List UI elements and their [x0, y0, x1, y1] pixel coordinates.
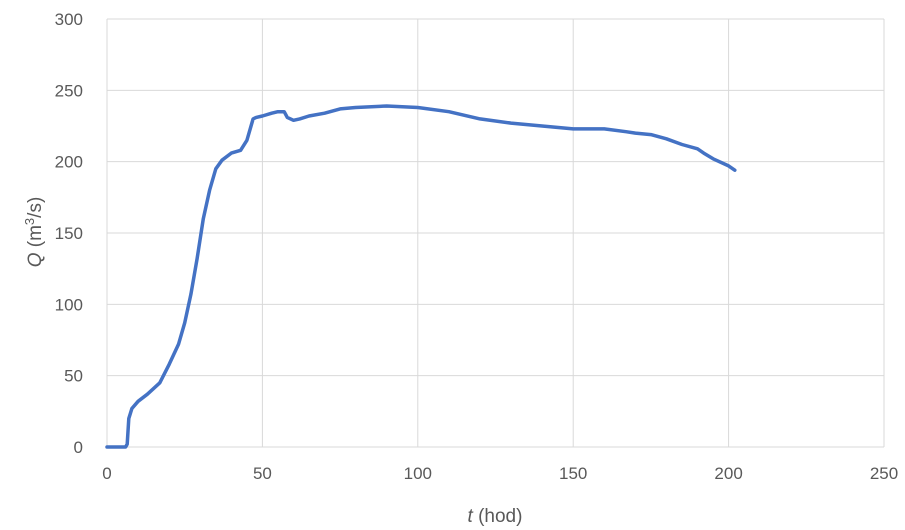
y-axis-unit-open: (m [25, 225, 46, 247]
x-axis-tick-labels: 0 50 100 150 200 250 [102, 464, 898, 483]
y-tick-label: 0 [74, 438, 83, 457]
x-tick-label: 50 [253, 464, 272, 483]
grid-lines [106, 18, 885, 448]
x-tick-label: 200 [714, 464, 742, 483]
x-tick-label: 0 [102, 464, 111, 483]
series-line [105, 104, 737, 449]
y-tick-label: 100 [55, 295, 83, 314]
y-tick-label: 150 [55, 224, 83, 243]
x-tick-label: 150 [559, 464, 587, 483]
y-tick-label: 250 [55, 81, 83, 100]
x-axis-title: t (hod) [468, 506, 523, 527]
y-axis-tick-labels: 0 50 100 150 200 250 300 [55, 10, 83, 457]
x-tick-label: 250 [870, 464, 898, 483]
y-axis-unit-close: /s) [25, 197, 46, 218]
y-tick-label: 300 [55, 10, 83, 29]
x-axis-unit: (hod) [478, 506, 522, 527]
y-tick-label: 200 [55, 153, 83, 172]
y-axis-variable: Q [25, 252, 46, 267]
x-tick-label: 100 [404, 464, 432, 483]
y-tick-label: 50 [64, 367, 83, 386]
y-axis-title: Q (m3/s) [22, 197, 46, 268]
x-axis-variable: t [468, 506, 474, 527]
y-axis-unit-superscript: 3 [22, 218, 37, 225]
